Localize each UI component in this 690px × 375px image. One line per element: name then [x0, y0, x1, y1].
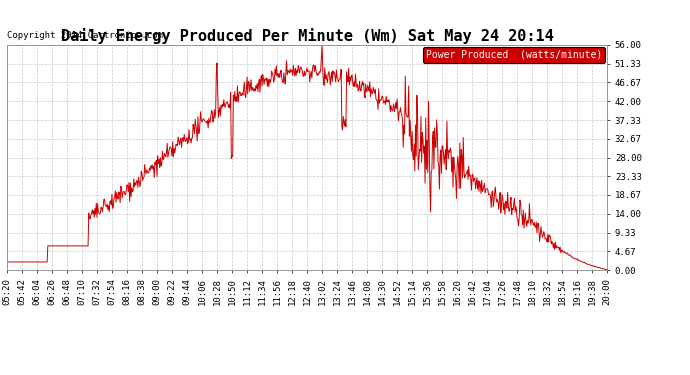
- Text: Copyright 2014 Cartronics.com: Copyright 2014 Cartronics.com: [7, 32, 163, 40]
- Title: Daily Energy Produced Per Minute (Wm) Sat May 24 20:14: Daily Energy Produced Per Minute (Wm) Sa…: [61, 28, 553, 44]
- Legend: Power Produced  (watts/minute): Power Produced (watts/minute): [423, 47, 605, 63]
